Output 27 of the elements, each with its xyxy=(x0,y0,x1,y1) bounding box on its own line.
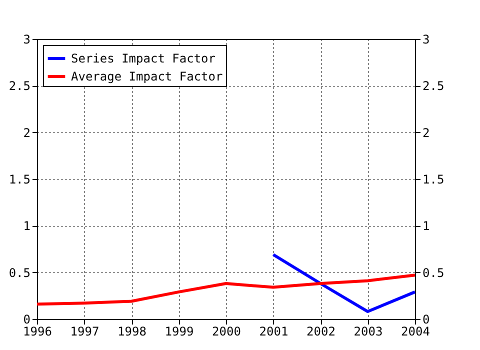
y2-tick-label: 2.5 xyxy=(422,79,444,94)
y-tick-label: 2.5 xyxy=(8,79,30,94)
y-tick-label: 3 xyxy=(23,32,30,46)
x-tick-label: 1998 xyxy=(118,324,146,338)
x-tick-label: 2001 xyxy=(259,324,288,338)
y2-tick-label: 3 xyxy=(422,32,430,46)
legend-label: Average Impact Factor xyxy=(71,70,223,84)
y2-tick-label: 0.5 xyxy=(422,266,444,280)
x-tick-label: 1999 xyxy=(164,324,194,338)
x-tick-label: 2000 xyxy=(212,324,241,338)
y2-tick-label: 1 xyxy=(422,219,430,234)
y-tick-label: 1 xyxy=(23,219,30,234)
x-tick-label: 2002 xyxy=(306,324,336,338)
y-tick-label: 0 xyxy=(23,312,30,326)
legend-label: Series Impact Factor xyxy=(71,52,216,66)
line-series xyxy=(272,253,416,314)
x-tick-label: 2004 xyxy=(401,324,430,338)
line-series xyxy=(36,274,416,306)
x-tick-label: 1997 xyxy=(70,324,100,338)
y-tick-label: 2 xyxy=(23,126,30,140)
y2-tick-label: 1.5 xyxy=(422,172,444,186)
y2-tick-label: 2 xyxy=(422,126,430,140)
y-tick-label: 1.5 xyxy=(8,172,30,186)
y-tick-label: 0.5 xyxy=(8,266,30,280)
x-tick-label: 2003 xyxy=(354,324,383,338)
x-tick-label: 1996 xyxy=(23,324,52,338)
y2-tick-label: 0 xyxy=(422,312,430,326)
